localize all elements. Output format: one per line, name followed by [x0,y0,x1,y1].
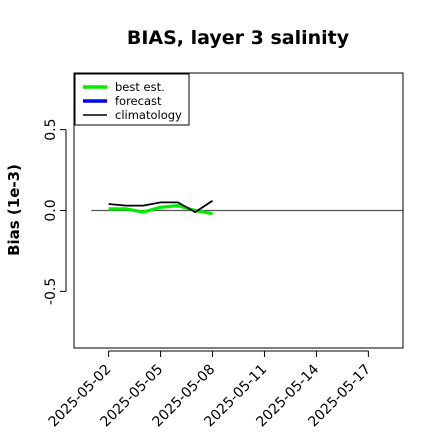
legend-label: forecast [115,94,162,108]
y-tick-label: -0.5 [43,278,59,305]
plot-area: -0.50.00.52025-05-022025-05-052025-05-08… [43,72,404,430]
series-line-best-est [108,204,213,216]
legend-label: climatology [115,108,182,122]
y-tick-label: 0.5 [43,118,59,140]
plot-frame [73,72,404,349]
series-line-climatology [108,200,213,214]
legend-label: best est. [115,80,165,94]
y-axis-label: Bias (1e-3) [5,164,23,256]
chart-title: BIAS, layer 3 salinity [127,27,350,49]
y-tick-label: 0.0 [43,199,59,221]
